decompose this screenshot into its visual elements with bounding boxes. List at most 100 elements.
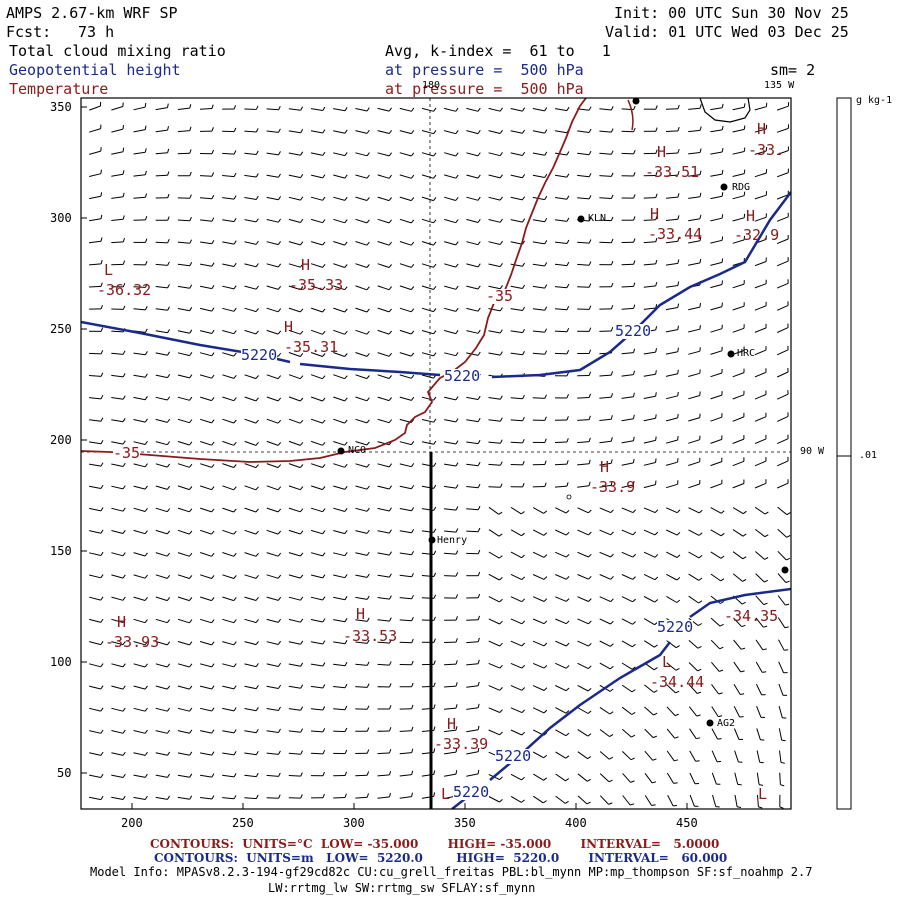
wind-barb-feather — [410, 396, 415, 401]
wind-barb-shaft — [310, 108, 323, 111]
wind-barb-feather — [632, 598, 636, 603]
wind-barb-feather — [610, 216, 614, 221]
wind-barb-feather — [233, 441, 237, 446]
station-dot — [781, 566, 789, 574]
wind-barb-shaft — [310, 152, 323, 156]
wind-barb-feather — [610, 643, 614, 647]
wind-barb-feather — [255, 574, 259, 579]
wind-barb-shaft — [754, 438, 767, 445]
wind-barb-feather — [655, 436, 657, 441]
wind-barb-feather — [100, 574, 104, 579]
wind-barb-feather — [566, 327, 570, 333]
wind-barb-shaft — [333, 174, 346, 179]
wind-barb-shaft — [155, 152, 168, 155]
wind-barb-shaft — [244, 463, 257, 469]
wind-barb-feather — [410, 286, 415, 290]
wind-barb-shaft — [666, 684, 676, 694]
extremum-kind: H — [301, 256, 311, 274]
wind-barb-feather — [588, 643, 592, 647]
wind-barb-shaft — [488, 441, 501, 444]
wind-barb-shaft — [488, 241, 501, 245]
wind-barb-feather — [300, 241, 304, 246]
wind-barb-shaft — [733, 683, 741, 695]
wind-barb-feather — [211, 530, 215, 535]
wind-barb-shaft — [666, 750, 675, 762]
wind-barb-shaft — [555, 551, 567, 558]
wind-barb-feather — [764, 511, 769, 515]
wind-barb-feather — [389, 639, 392, 644]
wind-barb-shaft — [266, 440, 279, 446]
wind-barb-feather — [633, 436, 635, 441]
wind-barb-feather — [144, 574, 148, 579]
wind-barb-shaft — [111, 707, 124, 712]
wind-barb-shaft — [599, 396, 612, 399]
wind-barb-feather — [609, 711, 614, 715]
wind-barb-shaft — [533, 773, 544, 781]
wind-barb-feather — [477, 152, 481, 157]
wind-barb-feather — [189, 396, 193, 401]
wind-barb-feather — [100, 751, 104, 756]
wind-barb-feather — [477, 725, 480, 730]
wind-barb-shaft — [200, 263, 212, 267]
wind-barb-shaft — [577, 419, 590, 421]
wind-barb-feather — [300, 772, 303, 777]
wind-barb-shaft — [133, 663, 146, 668]
wind-barb-shaft — [532, 352, 545, 355]
wind-barb-feather — [610, 194, 614, 199]
wind-barb-feather — [433, 748, 436, 753]
wind-barb-shaft — [444, 241, 456, 246]
wind-barb-feather — [166, 574, 171, 579]
wind-barb-feather — [366, 639, 370, 644]
wind-barb-shaft — [310, 507, 323, 513]
wind-barb-shaft — [555, 152, 567, 156]
wind-barb-feather — [477, 130, 481, 134]
wind-barb-shaft — [577, 640, 589, 647]
wind-barb-shaft — [488, 285, 501, 290]
wind-barb-feather — [167, 284, 170, 289]
wind-barb-feather — [277, 684, 282, 689]
wind-barb-shaft — [776, 216, 789, 222]
wind-barb-feather — [322, 706, 326, 711]
wind-barb-feather — [300, 263, 304, 268]
wind-barb-shaft — [688, 129, 701, 133]
wind-barb-feather — [566, 261, 570, 266]
wind-barb-shaft — [133, 174, 146, 177]
wind-barb-shaft — [466, 486, 479, 489]
wind-barb-shaft — [355, 441, 368, 446]
wind-barb-feather — [144, 351, 148, 356]
wind-barb-feather — [100, 440, 104, 444]
wind-barb-feather — [322, 771, 325, 776]
wind-barb-feather — [610, 371, 613, 376]
wind-barb-feather — [144, 125, 147, 130]
wind-barb-shaft — [689, 750, 697, 762]
wind-barb-feather — [477, 571, 481, 576]
wind-barb-feather — [719, 646, 724, 650]
wind-barb-feather — [677, 391, 679, 396]
wind-barb-feather — [698, 532, 703, 536]
wind-barb-feather — [122, 192, 125, 197]
wind-barb-shaft — [688, 218, 701, 222]
wind-barb-shaft — [599, 773, 610, 783]
wind-barb-shaft — [621, 574, 634, 580]
wind-barb-feather — [300, 106, 304, 111]
wind-barb-shaft — [310, 529, 323, 535]
wind-barb-shaft — [732, 460, 745, 467]
wind-barb-feather — [499, 687, 503, 691]
wind-barb-shaft — [488, 662, 500, 669]
wind-barb-feather — [588, 217, 592, 222]
wind-barb-feather — [477, 505, 481, 510]
wind-barb-feather — [277, 486, 282, 491]
wind-barb-feather — [543, 754, 548, 759]
forecast-label: Fcst: — [6, 23, 52, 41]
wind-barb-feather — [122, 440, 126, 445]
wind-barb-feather — [410, 263, 415, 268]
wind-barb-shaft — [399, 152, 412, 157]
wind-barb-feather — [167, 751, 171, 756]
extremum-value: -33. — [748, 141, 785, 159]
wind-barb-shaft — [599, 175, 612, 177]
wind-barb-feather — [211, 104, 214, 109]
extremum-kind: H — [600, 458, 610, 476]
wind-barb-feather — [632, 509, 637, 513]
wind-barb-shaft — [710, 438, 722, 444]
wind-barb-shaft — [555, 640, 567, 647]
